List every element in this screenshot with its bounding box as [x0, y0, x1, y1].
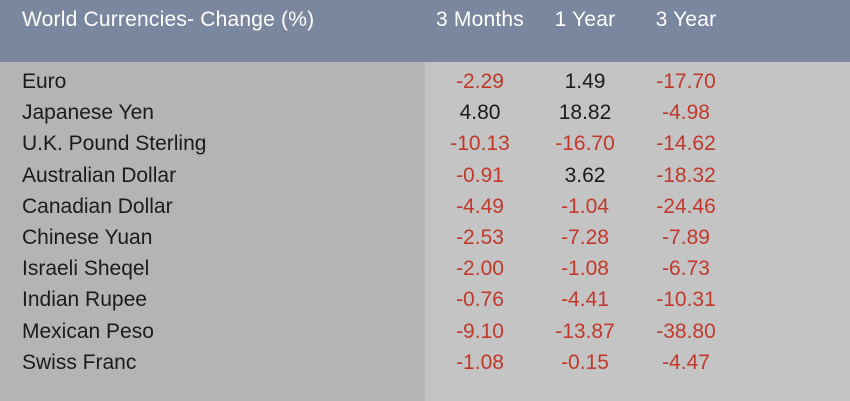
- currency-name: Australian Dollar: [22, 163, 177, 187]
- change-value: -0.15: [561, 350, 609, 374]
- change-value: -7.89: [662, 225, 710, 249]
- change-value: -18.32: [656, 163, 716, 187]
- table-row: Chinese Yuan -2.53 -7.28 -7.89: [0, 222, 850, 253]
- change-value: -10.31: [656, 288, 716, 312]
- change-value: -1.08: [561, 257, 609, 281]
- currency-name: Chinese Yuan: [22, 225, 153, 249]
- table-header-bar: [0, 0, 850, 62]
- change-value: -2.00: [456, 257, 504, 281]
- table-row: Mexican Peso -9.10 -13.87 -38.80: [0, 316, 850, 347]
- change-value: -4.47: [662, 350, 710, 374]
- change-value: 1.49: [564, 70, 606, 93]
- currency-table-body: Euro -2.29 1.49 -17.70 Japanese Yen 4.80 18.82…: [0, 66, 850, 378]
- change-value: 18.82: [558, 101, 612, 125]
- change-value: 4.80: [459, 101, 501, 125]
- table-row: Swiss Franc -1.08 -0.15 -4.47: [0, 347, 850, 378]
- table-row: Euro -2.29 1.49 -17.70: [0, 66, 850, 97]
- column-header-3-year: 3 Year: [655, 8, 717, 31]
- currency-name: Canadian Dollar: [22, 194, 173, 218]
- change-value: -4.49: [456, 194, 504, 218]
- change-value: -16.70: [555, 132, 615, 156]
- change-value: -9.10: [456, 319, 504, 343]
- change-value: -6.73: [662, 257, 710, 281]
- change-value: -17.70: [656, 70, 716, 93]
- table-row: Israeli Sheqel -2.00 -1.08 -6.73: [0, 253, 850, 284]
- change-value: -7.28: [561, 225, 609, 249]
- change-value: -38.80: [656, 319, 716, 343]
- change-value: -0.76: [456, 288, 504, 312]
- values-column-panel: [425, 62, 850, 401]
- table-row: Canadian Dollar -4.49 -1.04 -24.46: [0, 191, 850, 222]
- table-row: U.K. Pound Sterling -10.13 -16.70 -14.62: [0, 128, 850, 159]
- change-value: -10.13: [450, 132, 510, 156]
- change-value: -4.41: [561, 288, 609, 312]
- change-value: -1.08: [456, 350, 504, 374]
- change-value: -4.98: [662, 101, 710, 125]
- change-value: -1.04: [561, 194, 609, 218]
- change-value: -13.87: [555, 319, 615, 343]
- table-row: Japanese Yen 4.80 18.82 -4.98: [0, 97, 850, 128]
- currency-name: U.K. Pound Sterling: [22, 132, 207, 156]
- change-value: -0.91: [456, 163, 504, 187]
- table-row: Indian Rupee -0.76 -4.41 -10.31: [0, 284, 850, 315]
- change-value: -14.62: [656, 132, 716, 156]
- column-header-1-year: 1 Year: [554, 8, 616, 31]
- change-value: -2.53: [456, 225, 504, 249]
- currency-name: Mexican Peso: [22, 319, 154, 343]
- currency-name: Euro: [22, 70, 67, 93]
- currency-name: Japanese Yen: [22, 101, 154, 125]
- currency-name: Israeli Sheqel: [22, 257, 150, 281]
- column-header-3-months: 3 Months: [436, 8, 524, 31]
- table-row: Australian Dollar -0.91 3.62 -18.32: [0, 160, 850, 191]
- change-value: -24.46: [656, 194, 716, 218]
- currency-name: Indian Rupee: [22, 288, 147, 312]
- table-title: World Currencies- Change (%): [22, 8, 315, 31]
- change-value: 3.62: [564, 163, 606, 187]
- names-column-panel: [0, 62, 425, 401]
- currency-name: Swiss Franc: [22, 350, 137, 374]
- change-value: -2.29: [456, 70, 504, 93]
